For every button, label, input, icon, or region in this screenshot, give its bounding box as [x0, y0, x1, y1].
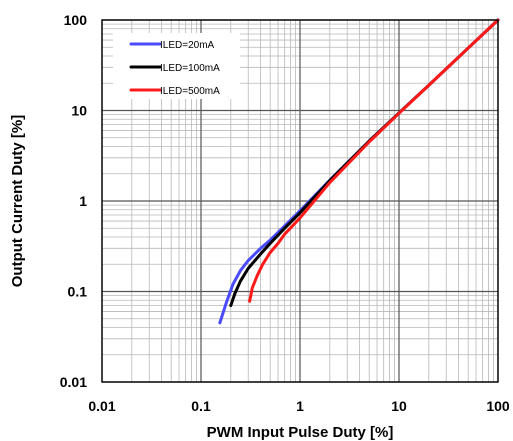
series-line-3: [248, 18, 500, 303]
y-tick-label: 10: [71, 103, 87, 119]
y-tick-label: 0.01: [60, 374, 87, 390]
x-tick-label: 10: [391, 398, 407, 414]
x-tick-label: 0.01: [88, 398, 115, 414]
series-lines: [218, 18, 500, 325]
y-axis-label: Output Current Duty [%]: [9, 115, 26, 287]
legend: ILED=20mA ILED=100mA ILED=500mA: [113, 33, 240, 99]
x-axis-label: PWM Input Pulse Duty [%]: [207, 424, 394, 441]
x-tick-label: 1: [296, 398, 304, 414]
legend-label: ILED=20mA: [160, 40, 215, 51]
x-tick-labels: 0.01 0.1 1 10 100: [88, 398, 510, 414]
y-tick-labels: 0.01 0.1 1 10 100: [60, 12, 87, 390]
y-tick-label: 1: [79, 193, 87, 209]
legend-label: ILED=500mA: [160, 86, 220, 97]
y-tick-label: 100: [64, 12, 88, 28]
legend-label: ILED=100mA: [160, 63, 220, 74]
plot-frame: [101, 19, 499, 383]
y-tick-label: 0.1: [68, 284, 88, 300]
x-tick-label: 0.1: [191, 398, 211, 414]
x-tick-label: 100: [486, 398, 510, 414]
